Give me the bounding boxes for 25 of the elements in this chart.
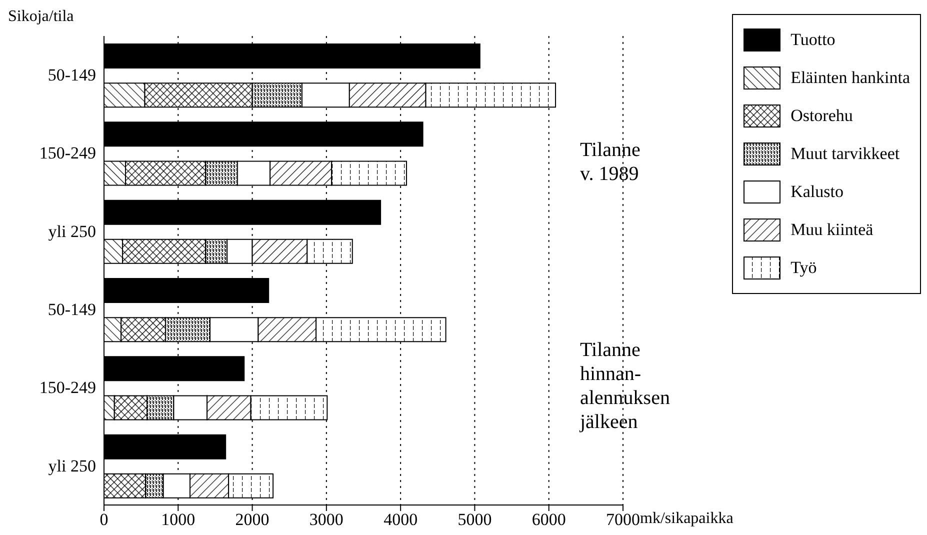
legend-label: Ostorehu [790, 106, 853, 126]
y-tick-label: 50-149 [48, 300, 96, 320]
annotation: Tilanne hinnan-alennuksen jälkeen [580, 338, 670, 434]
y-tick-label: 50-149 [48, 66, 96, 85]
legend-label: Eläinten hankinta [790, 68, 910, 88]
x-tick-label: 1000 [161, 510, 196, 530]
legend-label: Muut tarvikkeet [790, 144, 900, 164]
legend-label: Kalusto [790, 182, 844, 202]
y-axis-title: Sikoja/tila [8, 8, 74, 26]
x-axis-title: mk/sikapaikka [640, 510, 734, 528]
x-tick-label: 4000 [384, 510, 418, 530]
legend-label: Työ [790, 258, 817, 278]
x-tick-label: 2000 [235, 510, 270, 530]
y-tick-label: 150-249 [39, 378, 96, 398]
y-tick-label: yli 250 [48, 456, 96, 476]
x-tick-label: 0 [100, 510, 108, 530]
x-tick-label: 6000 [532, 510, 566, 530]
annotation: Tilanne v. 1989 [580, 138, 642, 186]
y-tick-label: 150-249 [39, 144, 96, 163]
legend-label: Muu kiinteä [790, 220, 874, 240]
x-tick-label: 3000 [309, 510, 344, 530]
x-tick-label: 5000 [458, 510, 492, 530]
y-tick-label: yli 250 [48, 222, 96, 241]
x-tick-label: 7000 [606, 510, 640, 530]
legend-label: Tuotto [790, 30, 836, 50]
